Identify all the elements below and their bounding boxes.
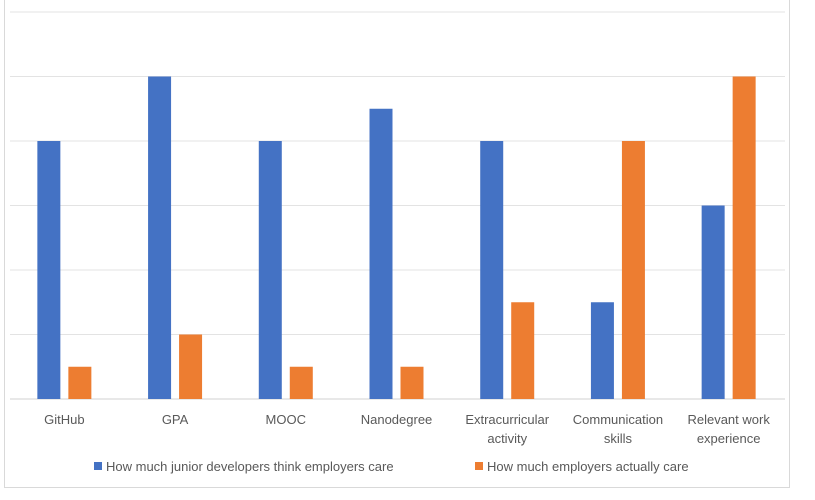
x-tick-label-line: GPA (162, 412, 189, 427)
bar-think-6 (701, 205, 725, 399)
x-tick-label: GPA (162, 412, 189, 427)
bar-actual-1 (179, 334, 203, 399)
bar-actual-5 (621, 141, 645, 399)
x-tick-label-line: experience (697, 431, 761, 446)
bar-actual-3 (400, 366, 424, 399)
bar-think-0 (37, 141, 61, 399)
legend-swatch (475, 462, 483, 470)
bars (37, 76, 756, 399)
legend-label: How much employers actually care (487, 459, 689, 474)
x-tick-label-line: skills (604, 431, 633, 446)
x-tick-label: Nanodegree (361, 412, 433, 427)
bar-actual-0 (68, 366, 92, 399)
x-tick-label-line: activity (487, 431, 527, 446)
x-tick-label-line: Extracurricular (465, 412, 549, 427)
bar-actual-6 (732, 76, 756, 399)
x-tick-label-line: Communication (573, 412, 663, 427)
x-tick-label: Communication skills (573, 412, 663, 446)
x-tick-label-line: Nanodegree (361, 412, 433, 427)
legend-swatch (94, 462, 102, 470)
bar-think-5 (590, 302, 614, 399)
bar-think-3 (369, 108, 393, 399)
legend-label: How much junior developers think employe… (106, 459, 394, 474)
x-tick-label: GitHub (44, 412, 84, 427)
x-axis-labels: GitHub GPA MOOC Nanodegree Extracurricular ac… (44, 412, 770, 446)
x-tick-label-line: MOOC (266, 412, 306, 427)
x-tick-label-line: Relevant work (687, 412, 770, 427)
bar-actual-4 (511, 302, 535, 399)
legend: How much junior developers think employe… (94, 459, 689, 474)
bar-think-2 (258, 141, 282, 399)
chart-frame (4, 0, 790, 488)
bar-actual-2 (289, 366, 313, 399)
bar-think-1 (148, 76, 172, 399)
gridlines (10, 11, 785, 400)
x-tick-label-line: GitHub (44, 412, 84, 427)
x-tick-label: Relevant work experience (687, 412, 770, 446)
x-tick-label: Extracurricular activity (465, 412, 549, 446)
bar-think-4 (480, 141, 504, 399)
x-tick-label: MOOC (266, 412, 306, 427)
